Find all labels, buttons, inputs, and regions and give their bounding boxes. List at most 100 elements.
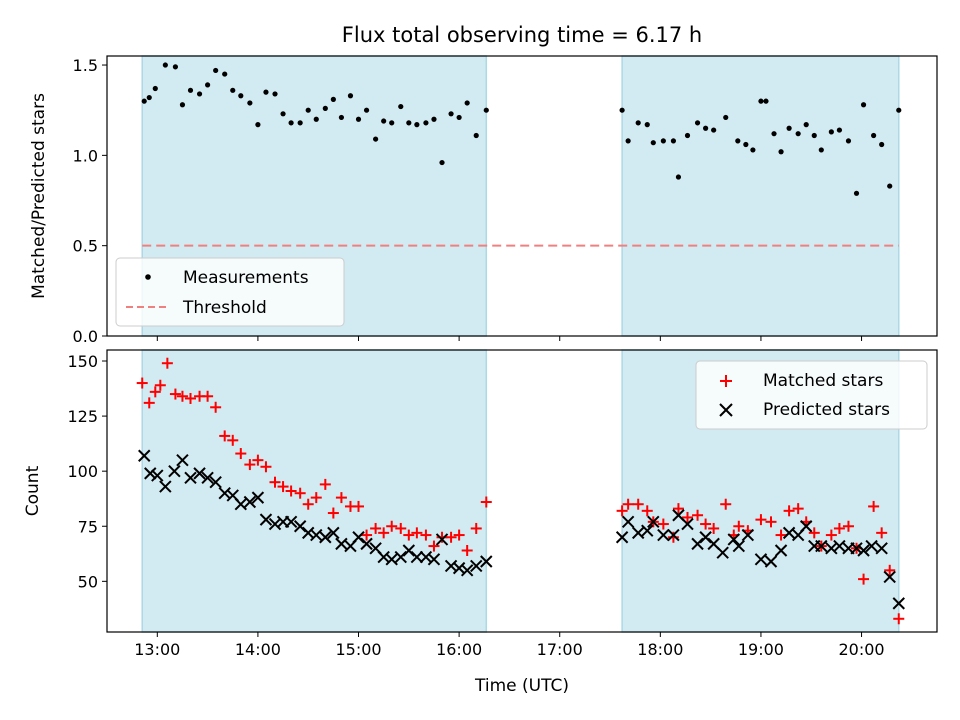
- predicted-star-point: [151, 469, 164, 482]
- bottom-y-ticks: 50 75 100 125 150: [67, 352, 107, 591]
- predicted-stars-points: [138, 449, 905, 610]
- predicted-star-point: [875, 542, 888, 555]
- predicted-star-point: [168, 464, 181, 478]
- measurement-point: [152, 85, 158, 92]
- measurements-legend-label: Measurements: [183, 268, 309, 288]
- y-tick-label: 100: [67, 462, 98, 481]
- bottom-x-ticks: 13:00 14:00 15:00 16:00 17:00 18:00 19:00 20:00: [134, 632, 885, 659]
- measurement-point: [795, 131, 801, 137]
- measurement-point: [187, 87, 194, 93]
- measurement-point: [398, 103, 404, 110]
- matched-star-point: [411, 527, 423, 539]
- predicted-star-point: [218, 486, 231, 500]
- predicted-star-point: [377, 550, 390, 564]
- top-y-axis-label: Matched/Predicted stars: [29, 93, 49, 299]
- predicted-star-point: [615, 531, 629, 544]
- measurement-point: [213, 67, 219, 74]
- bottom-y-axis-label: Count: [23, 465, 43, 516]
- matched-star-point: [361, 529, 373, 541]
- measurement-point: [222, 71, 228, 77]
- measurement-point: [355, 116, 362, 122]
- y-tick-label: 1.0: [73, 146, 98, 165]
- matched-stars-legend-marker: [720, 375, 732, 387]
- matched-star-point: [378, 527, 390, 539]
- matched-star-point: [641, 505, 653, 517]
- matched-star-point: [672, 503, 684, 515]
- predicted-star-point: [470, 559, 483, 573]
- predicted-star-point: [657, 528, 670, 542]
- measurement-point: [172, 64, 179, 70]
- chart-title: Flux total observing time = 6.17 h: [342, 23, 702, 47]
- matched-star-point: [370, 522, 382, 534]
- predicted-star-point: [833, 539, 846, 553]
- predicted-star-point: [647, 515, 660, 529]
- top-panel: 0.0 0.5 1.0 1.5 Matched/Predicted stars Mea…: [29, 55, 938, 346]
- matched-star-point: [792, 503, 804, 515]
- y-tick-label: 150: [67, 352, 98, 371]
- matched-star-point: [842, 520, 854, 532]
- x-tick-label: 19:00: [738, 640, 784, 659]
- bottom-legend: Matched stars Predicted stars: [695, 360, 928, 430]
- x-tick-label: 18:00: [637, 640, 683, 659]
- measurement-point: [373, 136, 379, 142]
- predicted-star-point: [209, 475, 222, 489]
- matched-star-point: [185, 392, 197, 404]
- measurement-point: [322, 105, 328, 111]
- measurement-point: [263, 89, 269, 95]
- matched-star-point: [616, 505, 628, 517]
- measurements-points: [141, 62, 902, 196]
- measurement-point: [162, 62, 168, 68]
- predicted-star-point: [360, 537, 373, 551]
- measurement-point: [694, 120, 701, 126]
- top-legend: Measurements Threshold: [115, 257, 345, 327]
- predicted-star-point: [892, 597, 905, 610]
- measurement-point: [483, 107, 489, 113]
- predicted-star-point: [754, 553, 768, 566]
- predicted-star-point: [825, 542, 838, 555]
- observing-window-0: [141, 349, 488, 633]
- matched-star-point: [319, 478, 331, 490]
- predicted-stars-legend-label: Predicted stars: [763, 400, 890, 420]
- predicted-star-point: [641, 524, 654, 537]
- predicted-star-point: [681, 517, 694, 531]
- matched-star-point: [858, 573, 870, 585]
- measurement-point: [313, 116, 319, 122]
- predicted-star-point: [427, 553, 441, 566]
- measurement-point: [853, 190, 860, 196]
- predicted-star-point: [138, 449, 151, 462]
- measurement-point: [670, 138, 677, 144]
- measurement-point: [811, 132, 817, 139]
- predicted-star-point: [410, 550, 424, 564]
- matched-star-point: [252, 454, 264, 466]
- measurement-point: [735, 138, 741, 144]
- matched-star-point: [755, 514, 767, 526]
- measurement-point: [818, 147, 824, 153]
- matched-star-point: [353, 500, 365, 512]
- matched-star-point: [277, 481, 289, 493]
- matched-star-point: [876, 527, 888, 539]
- matched-star-point: [428, 540, 440, 552]
- measurement-point: [828, 129, 834, 135]
- measurement-point: [778, 149, 784, 155]
- y-tick-label: 75: [78, 517, 98, 536]
- top-legend-box: [115, 257, 345, 327]
- matched-star-point: [386, 520, 398, 532]
- matched-star-point: [893, 613, 905, 625]
- matched-star-point: [395, 522, 407, 534]
- matched-star-point: [825, 529, 837, 541]
- measurement-point: [179, 102, 186, 108]
- measurement-point: [338, 114, 345, 121]
- measurement-point: [297, 120, 303, 126]
- x-tick-label: 17:00: [537, 640, 583, 659]
- y-tick-label: 1.5: [73, 56, 98, 75]
- matched-star-point: [632, 498, 644, 510]
- predicted-star-point: [815, 539, 828, 553]
- matched-star-point: [161, 357, 173, 369]
- x-tick-label: 14:00: [235, 640, 281, 659]
- predicted-star-point: [667, 528, 680, 542]
- measurement-point: [288, 120, 294, 126]
- predicted-star-point: [716, 546, 729, 559]
- predicted-stars-legend-marker: [719, 403, 733, 417]
